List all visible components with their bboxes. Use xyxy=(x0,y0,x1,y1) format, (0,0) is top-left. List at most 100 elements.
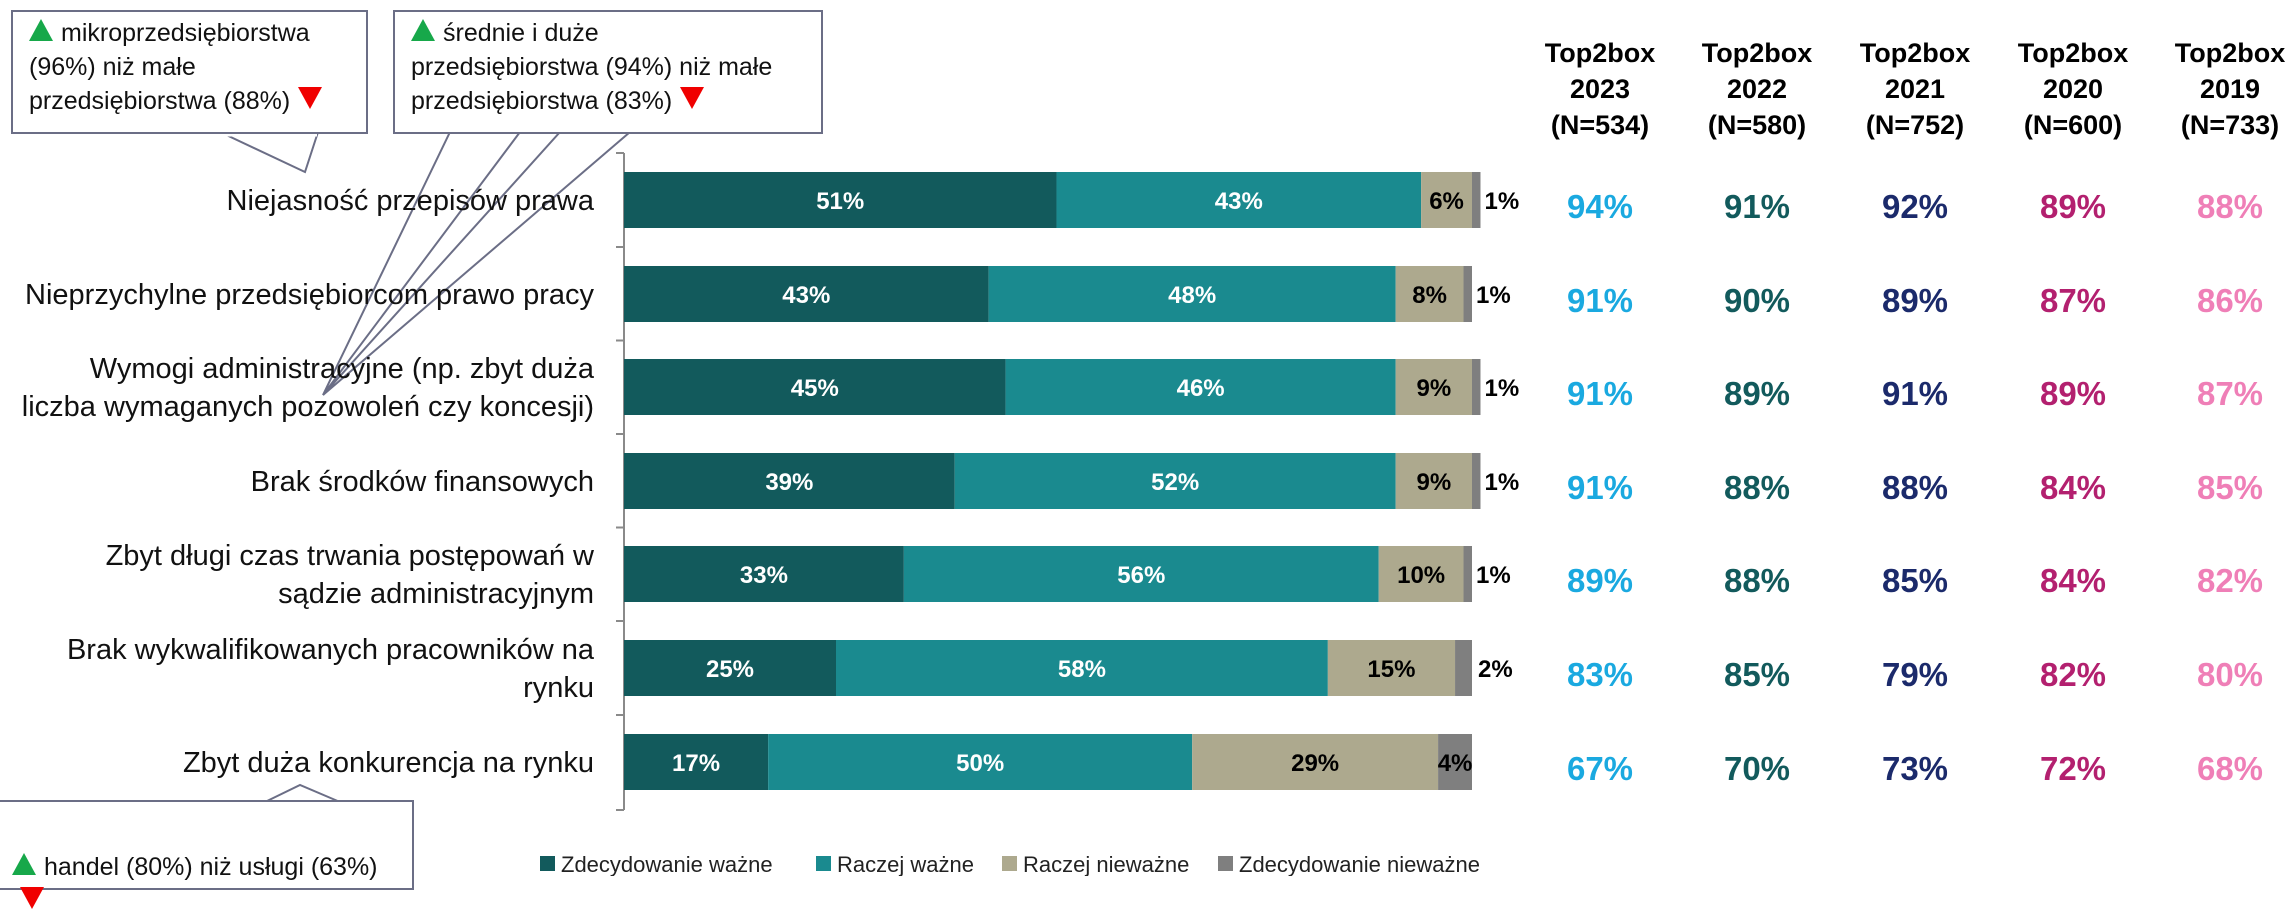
bar-segment xyxy=(1472,172,1481,228)
top2box-value: 84% xyxy=(2040,562,2106,599)
data-label: 48% xyxy=(1168,282,1216,309)
top2box-value: 89% xyxy=(2040,188,2106,225)
bar-segment xyxy=(624,640,836,696)
top2box-value: 89% xyxy=(1882,282,1948,319)
triangle-up-green-icon xyxy=(29,19,53,41)
data-label: 1% xyxy=(1476,282,1511,309)
top2box-value: 73% xyxy=(1882,750,1948,787)
top2box-value: 91% xyxy=(1567,469,1633,506)
data-label: 15% xyxy=(1367,656,1415,683)
category-label: rynku xyxy=(523,672,594,704)
top2box-value: 72% xyxy=(2040,750,2106,787)
top2box-header: (N=600) xyxy=(2024,110,2122,140)
top2box-value: 85% xyxy=(1882,562,1948,599)
legend-label: Zdecydowanie ważne xyxy=(561,852,773,876)
top2box-value: 86% xyxy=(2197,282,2263,319)
top2box-value: 87% xyxy=(2197,375,2263,412)
top2box-header: 2020 xyxy=(2043,74,2103,104)
category-label: sądzie administracyjnym xyxy=(278,578,594,610)
top2box-value: 79% xyxy=(1882,656,1948,693)
bar-segment xyxy=(768,734,1193,790)
triangle-down-red-icon xyxy=(20,887,44,909)
top2box-header: Top2box xyxy=(2175,38,2286,68)
category-label: liczba wymaganych pozowoleń czy koncesji… xyxy=(22,391,594,423)
category-label: Niejasność przepisów prawa xyxy=(227,185,595,217)
top2box-value: 92% xyxy=(1882,188,1948,225)
category-label: Brak środków finansowych xyxy=(251,466,594,498)
legend-label: Zdecydowanie nieważne xyxy=(1239,852,1480,876)
callout-trade-line-1: handel (80%) niż usługi (63%) xyxy=(12,850,402,918)
legend-swatch xyxy=(540,856,555,871)
data-label: 25% xyxy=(706,656,754,683)
legend-swatch xyxy=(1002,856,1017,871)
top2box-header: Top2box xyxy=(1702,38,1813,68)
legend-swatch xyxy=(816,856,831,871)
category-label: Brak wykwalifikowanych pracowników na xyxy=(67,634,595,666)
callout-micro-line-1: mikroprzedsiębiorstwa xyxy=(29,16,356,50)
triangle-down-red-icon xyxy=(298,87,323,109)
data-label: 56% xyxy=(1117,562,1165,589)
category-label: Wymogi administracyjne (np. zbyt duża xyxy=(90,353,595,385)
top2box-value: 89% xyxy=(1724,375,1790,412)
bar-segment xyxy=(836,640,1328,696)
bar-segment xyxy=(1056,172,1422,228)
top2box-header: Top2box xyxy=(1545,38,1656,68)
callout-medium-line-1: średnie i duże xyxy=(411,16,811,50)
data-label: 33% xyxy=(740,562,788,589)
bar-segment xyxy=(954,453,1396,509)
data-label: 1% xyxy=(1484,375,1519,402)
top2box-header: Top2box xyxy=(2018,38,2129,68)
bar-segment xyxy=(1472,453,1481,509)
data-label: 2% xyxy=(1478,656,1513,683)
bar-segment xyxy=(1472,359,1481,415)
top2box-header: Top2box xyxy=(1860,38,1971,68)
top2box-value: 67% xyxy=(1567,750,1633,787)
top2box-value: 88% xyxy=(1724,562,1790,599)
bar-segment xyxy=(1421,172,1472,228)
top2box-header: (N=752) xyxy=(1866,110,1964,140)
category-label: Nieprzychylne przedsiębiorcom prawo prac… xyxy=(25,279,594,311)
bar-segment xyxy=(624,266,989,322)
data-label: 58% xyxy=(1058,656,1106,683)
data-label: 1% xyxy=(1476,562,1511,589)
data-label: 50% xyxy=(956,750,1004,777)
data-label: 1% xyxy=(1484,188,1519,215)
callout-micro-line-2: (96%) niż małe xyxy=(29,53,196,81)
data-label: 17% xyxy=(672,750,720,777)
top2box-header: 2022 xyxy=(1727,74,1787,104)
callout-medium-line-2: przedsiębiorstwa (94%) niż małe xyxy=(411,53,773,81)
top2box-header: (N=733) xyxy=(2181,110,2279,140)
stacked-bar-chart: Niejasność przepisów prawa Nieprzychylne … xyxy=(22,38,2286,876)
callout-medium: średnie i duże przedsiębiorstwa (94%) ni… xyxy=(393,10,823,134)
bar-segment xyxy=(624,359,1006,415)
data-label: 1% xyxy=(1484,469,1519,496)
callout-micro: mikroprzedsiębiorstwa (96%) niż małe prz… xyxy=(11,10,368,134)
top2box-value: 88% xyxy=(2197,188,2263,225)
top2box-value: 91% xyxy=(1567,375,1633,412)
top2box-value: 89% xyxy=(2040,375,2106,412)
bar-segment xyxy=(1438,734,1472,790)
data-label: 8% xyxy=(1412,282,1447,309)
top2box-value: 91% xyxy=(1567,282,1633,319)
bar-segment xyxy=(1378,546,1464,602)
data-label: 43% xyxy=(782,282,830,309)
triangle-up-green-icon xyxy=(411,19,435,41)
bar-segment xyxy=(1005,359,1396,415)
top2box-value: 80% xyxy=(2197,656,2263,693)
top2box-value: 85% xyxy=(2197,469,2263,506)
data-label: 39% xyxy=(765,469,813,496)
data-label: 46% xyxy=(1177,375,1225,402)
triangle-up-green-icon xyxy=(12,853,36,875)
top2box-header: (N=534) xyxy=(1551,110,1649,140)
top2box-value: 89% xyxy=(1567,562,1633,599)
top2box-header: (N=580) xyxy=(1708,110,1806,140)
top2box-header: 2019 xyxy=(2200,74,2260,104)
category-label: Zbyt duża konkurencja na rynku xyxy=(183,747,594,779)
bar-segment xyxy=(1395,266,1464,322)
legend-label: Raczej ważne xyxy=(837,852,974,876)
data-label: 6% xyxy=(1429,188,1464,215)
category-label: Zbyt długi czas trwania postępowań w xyxy=(106,540,595,572)
top2box-value: 91% xyxy=(1724,188,1790,225)
bar-segment xyxy=(624,453,955,509)
legend-label: Raczej nieważne xyxy=(1023,852,1189,876)
